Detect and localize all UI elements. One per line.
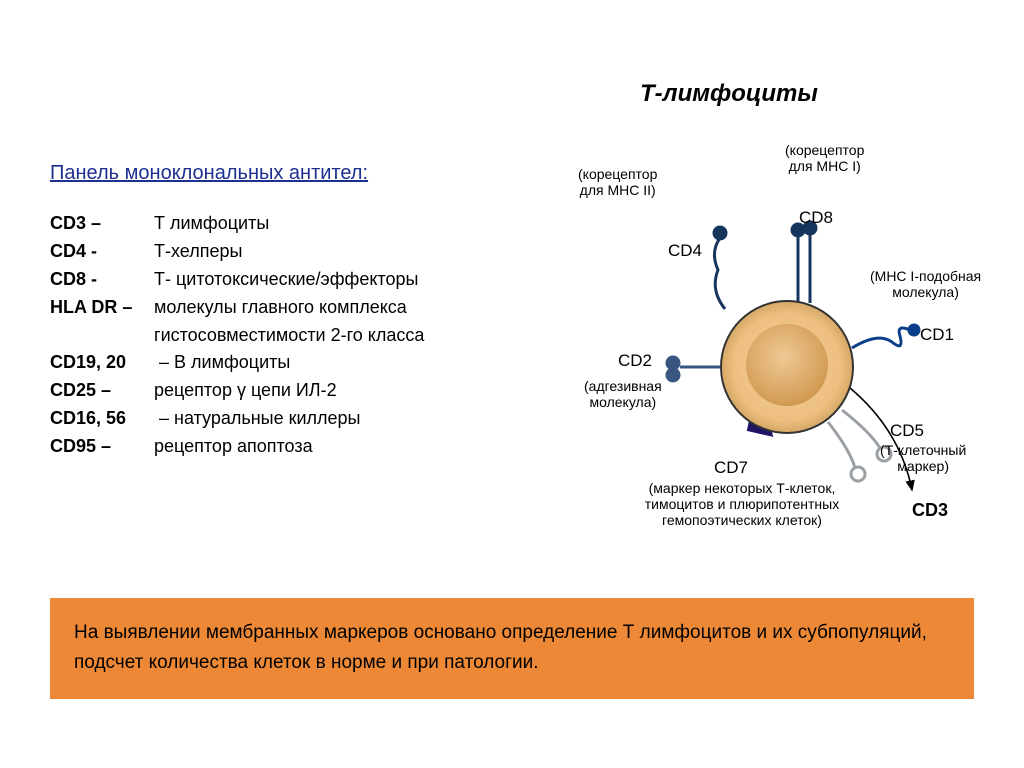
page-title: Т-лимфоциты	[640, 80, 818, 108]
marker: CD4 -	[50, 238, 154, 266]
cd7-note-l2: тимоцитов и плюрипотентных	[612, 496, 872, 512]
note-box: На выявлении мембранных маркеров основан…	[50, 598, 974, 699]
cd7-note: (маркер некоторых Т-клеток, тимоцитов и …	[612, 480, 872, 528]
cd4-note-l2: для MHC II)	[578, 182, 657, 198]
marker-text: – В лимфоциты	[154, 352, 290, 372]
list-item: CD3 –Т лимфоциты	[50, 210, 424, 238]
marker-text: Т лимфоциты	[154, 213, 269, 233]
cell-diagram: CD8 (корецептор для MHC I) CD4 (корецепт…	[560, 130, 990, 560]
marker-text: рецептор апоптоза	[154, 436, 313, 456]
cd7-note-l1: (маркер некоторых Т-клеток,	[649, 480, 836, 496]
cd5-note-l1: (Т-клеточный	[880, 442, 966, 458]
list-item: CD25 –рецептор γ цепи ИЛ-2	[50, 377, 424, 405]
cd2-note-l2: молекула)	[584, 394, 662, 410]
cd8-note-l1: (корецептор	[785, 142, 864, 158]
marker: CD8 -	[50, 266, 154, 294]
cd1-note-l2: молекула)	[870, 284, 981, 300]
cd4-note: (корецептор для MHC II)	[578, 166, 657, 198]
cd4-label: CD4	[668, 241, 702, 261]
cd2-note-l1: (адгезивная	[584, 378, 662, 394]
marker-text: Т- цитотоксические/эффекторы	[154, 269, 418, 289]
cd2-note: (адгезивная молекула)	[584, 378, 662, 410]
cd1-note-l1: (MHC I-подобная	[870, 268, 981, 284]
cell-body	[720, 300, 854, 434]
cd5-note-l2: маркер)	[880, 458, 966, 474]
list-item: CD16, 56 – натуральные киллеры	[50, 405, 424, 433]
list-item: CD8 -Т- цитотоксические/эффекторы	[50, 266, 424, 294]
marker: CD95 –	[50, 433, 154, 461]
marker-text: – натуральные киллеры	[154, 408, 361, 428]
marker: CD3 –	[50, 210, 154, 238]
marker: HLA DR –	[50, 294, 154, 322]
marker-text: рецептор γ цепи ИЛ-2	[154, 380, 337, 400]
marker-text: молекулы главного комплекса	[154, 297, 407, 317]
panel-header: Панель моноклональных антител:	[50, 162, 368, 185]
cd2-receptor	[667, 357, 720, 381]
list-item: CD4 -Т-хелперы	[50, 238, 424, 266]
marker: CD16, 56	[50, 405, 154, 433]
cd8-note: (корецептор для MHC I)	[785, 142, 864, 174]
list-item: гистосовместимости 2-го класса	[154, 322, 424, 350]
cd5-label: CD5	[890, 421, 924, 441]
cd4-note-l1: (корецептор	[578, 166, 657, 182]
cd3-label: CD3	[912, 500, 948, 521]
marker-text: Т-хелперы	[154, 241, 242, 261]
antibody-list: CD3 –Т лимфоцитыCD4 -Т-хелперыCD8 -Т- ци…	[50, 210, 424, 461]
cd4-receptor	[714, 227, 726, 309]
cd8-label: CD8	[799, 208, 833, 228]
cd7-label: CD7	[714, 458, 748, 478]
cd5-note: (Т-клеточный маркер)	[880, 442, 966, 474]
cd8-receptor	[792, 222, 816, 305]
list-item: HLA DR –молекулы главного комплекса	[50, 294, 424, 322]
marker: CD19, 20	[50, 349, 154, 377]
cd8-note-l2: для MHC I)	[785, 158, 864, 174]
list-item: CD19, 20 – В лимфоциты	[50, 349, 424, 377]
cd1-receptor	[852, 325, 919, 348]
cd7-note-l3: гемопоэтических клеток)	[612, 512, 872, 528]
cd1-label: CD1	[920, 325, 954, 345]
cd1-note: (MHC I-подобная молекула)	[870, 268, 981, 300]
list-item: CD95 –рецептор апоптоза	[50, 433, 424, 461]
cell-nucleus	[746, 324, 828, 406]
marker: CD25 –	[50, 377, 154, 405]
cd2-label: CD2	[618, 351, 652, 371]
